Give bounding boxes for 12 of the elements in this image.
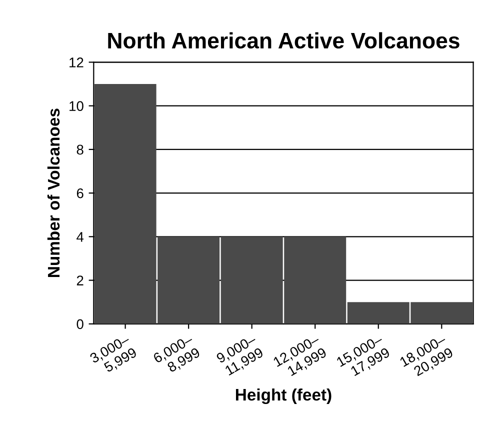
y-axis-title: Number of Volcanoes bbox=[47, 108, 60, 277]
y-tick-label: 0 bbox=[76, 319, 84, 330]
x-tick-label: 3,000– 5,999 bbox=[89, 334, 138, 374]
x-tick-label: 6,000– 8,999 bbox=[152, 334, 202, 374]
y-tick-label: 2 bbox=[76, 276, 84, 286]
y-tick-label: 4 bbox=[76, 232, 84, 242]
chart-title: North American Active Volcanoes bbox=[108, 32, 460, 49]
y-tick-label: 12 bbox=[70, 58, 84, 68]
y-tick-label: 8 bbox=[76, 144, 84, 155]
y-tick-label: 6 bbox=[76, 188, 84, 198]
y-tick-label: 10 bbox=[70, 101, 84, 111]
x-axis-title: Height (feet) bbox=[236, 388, 332, 404]
